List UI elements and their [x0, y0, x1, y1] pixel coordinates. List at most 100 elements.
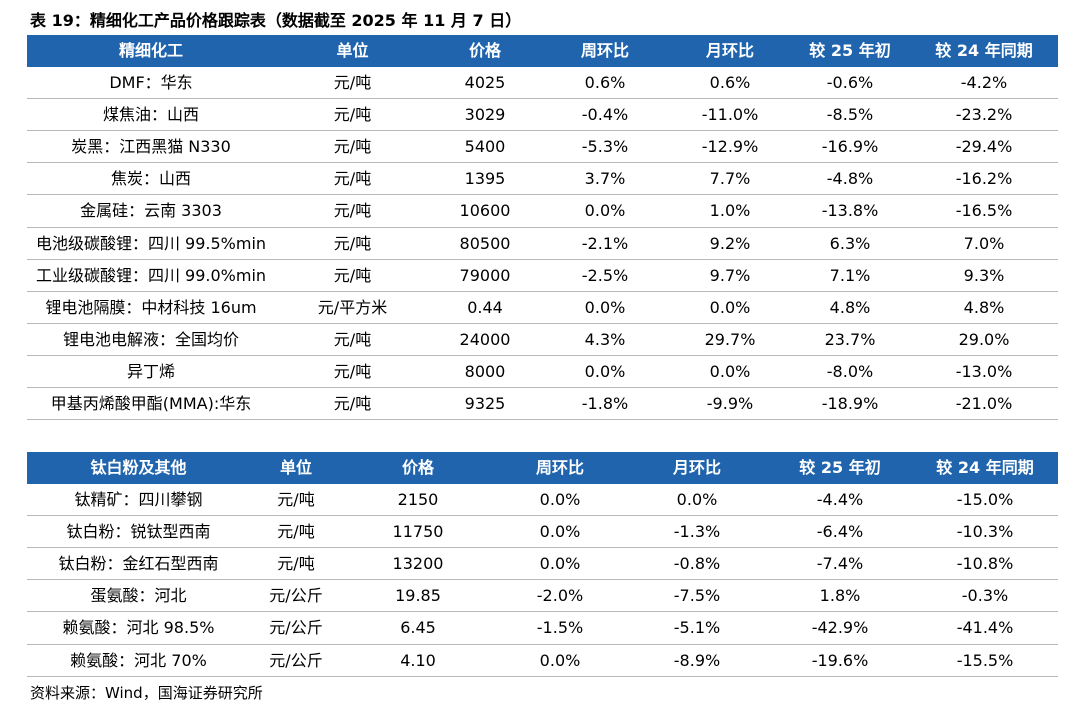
table-cell: -19.6% — [811, 650, 869, 670]
table-cell: 11750 — [392, 522, 444, 542]
table-cell: 0.0% — [539, 650, 581, 670]
header-cell: 较 25 年初 — [799, 458, 881, 477]
table-cell: 炭黑：江西黑猫 N330 — [71, 137, 231, 157]
table-cell: 24000 — [459, 329, 511, 349]
table-cell: 钛白粉：金红石型西南 — [58, 554, 219, 574]
header-cell: 精细化工 — [118, 41, 183, 60]
table-cell: 2150 — [397, 490, 439, 509]
table-cell: -0.8% — [673, 554, 721, 574]
header-cell: 周环比 — [580, 41, 629, 60]
table-cell: 元/吨 — [333, 105, 372, 125]
header-cell: 较 24 年同期 — [936, 458, 1034, 477]
table-cell: 1395 — [464, 169, 506, 189]
header-cell: 较 25 年初 — [809, 41, 891, 60]
table-cell: -1.3% — [673, 522, 721, 542]
table-cell: 4.8% — [963, 297, 1005, 317]
table-cell: -6.4% — [816, 522, 864, 542]
table-cell: 电池级碳酸锂：四川 99.5%min — [35, 233, 267, 253]
table-cell: 锂电池电解液：全国均价 — [62, 329, 239, 349]
source-note: 资料来源：Wind，国海证券研究所 — [30, 684, 263, 702]
row-separator — [27, 579, 1058, 581]
header-cell: 月环比 — [705, 41, 754, 60]
table-cell: 0.0% — [539, 522, 581, 542]
table-cell: 3029 — [464, 105, 506, 125]
table-cell: -4.4% — [816, 490, 864, 509]
table-cell: 4.8% — [829, 297, 871, 317]
table-cell: -2.1% — [581, 233, 629, 253]
header-cell: 价格 — [401, 458, 434, 477]
header-cell: 单位 — [336, 41, 369, 60]
table-cell: 7.7% — [709, 169, 751, 189]
table-cell: 9325 — [464, 394, 506, 413]
row-separator — [27, 675, 1058, 677]
table-cell: 蛋氨酸：河北 — [90, 586, 187, 606]
header-cell: 钛白粉及其他 — [90, 458, 187, 477]
table-cell: -0.3% — [961, 586, 1009, 606]
table-cell: -18.9% — [821, 394, 879, 413]
table-cell: 0.44 — [467, 297, 503, 317]
table-cell: 钛白粉：锐钛型西南 — [66, 522, 211, 542]
table-cell: 0.6% — [709, 73, 751, 92]
table-cell: 元/吨 — [333, 394, 372, 413]
table-cell: 钛精矿：四川攀钢 — [74, 490, 203, 509]
table-cell: 元/吨 — [333, 361, 372, 381]
table-cell: 4.3% — [584, 329, 626, 349]
table-cell: 23.7% — [824, 329, 876, 349]
table-cell: 元/吨 — [333, 201, 372, 221]
row-separator — [27, 515, 1058, 517]
row-separator — [27, 162, 1058, 164]
row-separator — [27, 547, 1058, 549]
table-cell: 9.7% — [709, 265, 751, 285]
table-cell: -5.3% — [581, 137, 629, 157]
table-cell: 6.45 — [400, 618, 436, 638]
table-cell: -8.5% — [826, 105, 874, 125]
table-cell: -15.5% — [956, 650, 1014, 670]
table-cell: 工业级碳酸锂：四川 99.0%min — [35, 265, 267, 285]
row-separator — [27, 419, 1058, 421]
table-cell: 赖氨酸：河北 70% — [70, 650, 207, 670]
table-cell: -8.9% — [673, 650, 721, 670]
table-cell: 元/平方米 — [317, 297, 388, 317]
table-cell: 焦炭：山西 — [110, 169, 191, 189]
table-cell: -29.4% — [955, 137, 1013, 157]
table-cell: -23.2% — [955, 105, 1013, 125]
table-cell: -7.5% — [673, 586, 721, 606]
table-cell: 元/公斤 — [269, 586, 323, 606]
table-cell: 4025 — [464, 73, 506, 92]
table-cell: 0.6% — [584, 73, 626, 92]
table-cell: -11.0% — [701, 105, 759, 125]
table-cell: 元/公斤 — [269, 618, 323, 638]
table-cell: -16.2% — [955, 169, 1013, 189]
table-cell: 1.0% — [709, 201, 751, 221]
table-cell: -2.5% — [581, 265, 629, 285]
table-cell: 3.7% — [584, 169, 626, 189]
table-cell: 元/吨 — [277, 554, 315, 574]
row-separator — [27, 322, 1058, 324]
table-cell: 元/吨 — [333, 329, 372, 349]
table-cell: 0.0% — [584, 361, 626, 381]
row-separator — [27, 643, 1058, 645]
table-cell: -7.4% — [816, 554, 864, 574]
row-separator — [27, 258, 1058, 260]
row-separator — [27, 354, 1058, 356]
row-separator — [27, 226, 1058, 228]
table-cell: 元/吨 — [333, 233, 372, 253]
table-cell: -10.3% — [956, 522, 1014, 542]
row-separator — [27, 194, 1058, 196]
row-separator — [27, 611, 1058, 613]
table-cell: 0.0% — [584, 201, 626, 221]
table-cell: 79000 — [459, 265, 511, 285]
table-cell: -16.5% — [955, 201, 1013, 221]
table-cell: -8.0% — [826, 361, 874, 381]
table-cell: 元/吨 — [333, 169, 372, 189]
table-cell: 29.0% — [958, 329, 1010, 349]
table-cell: 0.0% — [539, 554, 581, 574]
table-cell: 0.0% — [709, 297, 751, 317]
table-cell: 10600 — [459, 201, 511, 221]
table-cell: 13200 — [392, 554, 444, 574]
table-cell: 煤焦油：山西 — [102, 105, 199, 125]
header-cell: 周环比 — [535, 458, 584, 477]
table-cell: 0.0% — [584, 297, 626, 317]
table-header — [27, 452, 1058, 484]
